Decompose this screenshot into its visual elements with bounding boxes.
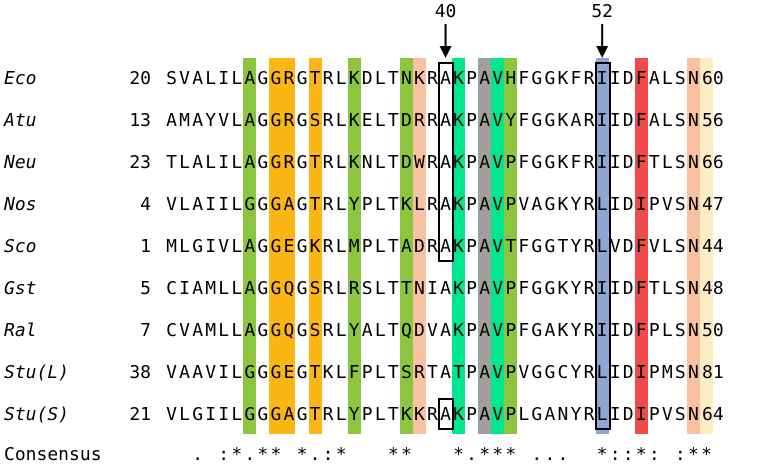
column-highlight bbox=[491, 58, 505, 434]
boxed-cell bbox=[438, 62, 455, 262]
column-highlight bbox=[399, 58, 413, 434]
species-label: Stu(S) bbox=[4, 404, 70, 425]
species-label: Nos bbox=[4, 194, 37, 215]
start-position: 23 bbox=[129, 152, 151, 173]
position-marker-label: 52 bbox=[591, 1, 614, 22]
position-marker-label: 40 bbox=[434, 1, 457, 22]
start-position: 5 bbox=[140, 278, 151, 299]
end-position: 56 bbox=[702, 110, 724, 131]
column-highlight bbox=[269, 58, 283, 434]
boxed-cell bbox=[594, 62, 611, 430]
column-highlight bbox=[243, 58, 257, 434]
end-position: 48 bbox=[702, 278, 724, 299]
end-position: 66 bbox=[702, 152, 724, 173]
column-highlight bbox=[412, 58, 426, 434]
start-position: 7 bbox=[140, 320, 151, 341]
species-label: Eco bbox=[4, 68, 37, 89]
column-highlight bbox=[308, 58, 322, 434]
consensus-label: Consensus bbox=[4, 444, 102, 465]
start-position: 13 bbox=[129, 110, 151, 131]
start-position: 20 bbox=[129, 68, 151, 89]
end-position: 47 bbox=[702, 194, 724, 215]
end-position: 64 bbox=[702, 404, 724, 425]
species-label: Sco bbox=[4, 236, 37, 257]
position-arrow-head bbox=[596, 46, 609, 58]
start-position: 21 bbox=[129, 404, 151, 425]
column-highlight bbox=[687, 58, 701, 434]
species-label: Stu(L) bbox=[4, 362, 70, 383]
column-highlight bbox=[347, 58, 361, 434]
end-position: 60 bbox=[702, 68, 724, 89]
end-position: 50 bbox=[702, 320, 724, 341]
species-label: Neu bbox=[4, 152, 37, 173]
column-highlight bbox=[700, 58, 714, 434]
species-label: Atu bbox=[4, 110, 37, 131]
column-highlight bbox=[634, 58, 648, 434]
end-position: 81 bbox=[702, 362, 724, 383]
consensus-symbols: . : *. * * *.: * * * *. * * * ... *:: *: : * * bbox=[192, 444, 712, 465]
species-label: Ral bbox=[4, 320, 37, 341]
boxed-cell bbox=[438, 398, 455, 430]
column-highlight bbox=[595, 58, 609, 434]
position-arrow-head bbox=[439, 46, 452, 58]
start-position: 1 bbox=[140, 236, 151, 257]
start-position: 38 bbox=[129, 362, 151, 383]
start-position: 4 bbox=[140, 194, 151, 215]
column-highlight bbox=[504, 58, 518, 434]
column-highlight bbox=[282, 58, 296, 434]
column-highlight bbox=[452, 58, 466, 434]
column-highlight bbox=[478, 58, 492, 434]
end-position: 44 bbox=[702, 236, 724, 257]
species-label: Gst bbox=[4, 278, 37, 299]
